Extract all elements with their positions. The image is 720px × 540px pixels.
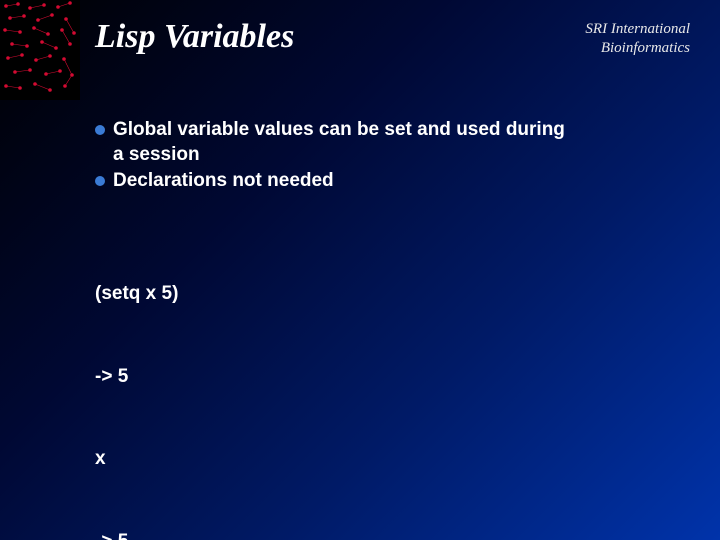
code-line: -> 5 [95, 363, 226, 391]
slide-title: Lisp Variables [95, 18, 294, 56]
bullet-text-cont: a session [113, 143, 690, 168]
bullet-list: Global variable values can be set and us… [95, 118, 690, 194]
slide: Lisp Variables SRI International Bioinfo… [0, 0, 720, 540]
org-line-1: SRI International [585, 20, 690, 39]
code-line: x [95, 445, 226, 473]
bullet-text: Global variable values can be set and us… [113, 118, 565, 143]
code-block: (setq x 5) -> 5 x -> 5 (+ 3 x) -> 8 (set… [95, 225, 226, 540]
code-line: -> 5 [95, 528, 226, 540]
org-line-2: Bioinformatics [585, 39, 690, 58]
org-label: SRI International Bioinformatics [585, 18, 700, 58]
slide-header: Lisp Variables SRI International Bioinfo… [95, 18, 700, 58]
bullet-item: Global variable values can be set and us… [95, 118, 690, 143]
code-line: (setq x 5) [95, 280, 226, 308]
bullet-item: Declarations not needed [95, 169, 690, 194]
bullet-text: Declarations not needed [113, 169, 334, 194]
corner-decoration [0, 0, 80, 100]
bullet-dot-icon [95, 176, 105, 186]
bullet-dot-icon [95, 125, 105, 135]
